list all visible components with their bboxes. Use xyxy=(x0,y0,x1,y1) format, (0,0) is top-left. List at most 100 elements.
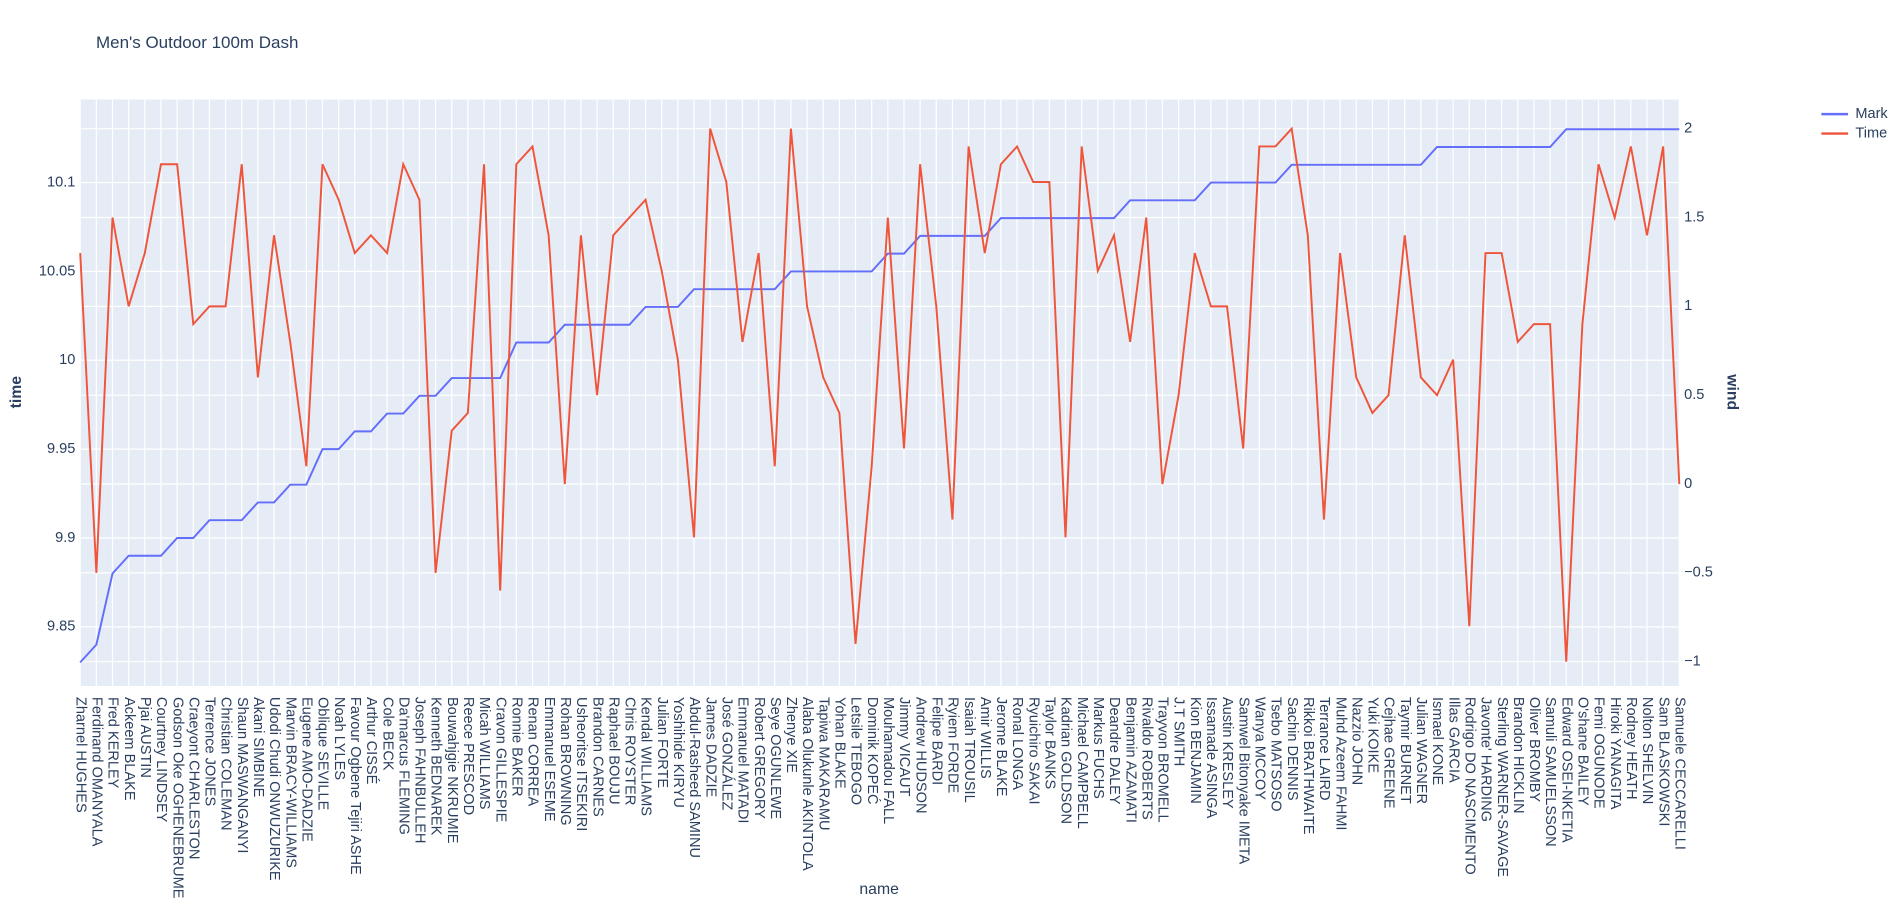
x-tick-label: Emmanuel MATADI xyxy=(735,697,751,824)
y2-axis-title: wind xyxy=(1723,373,1740,410)
x-tick-label: Sachin DENNIS xyxy=(1284,697,1300,801)
y2-tick-label: 0 xyxy=(1684,476,1692,492)
x-tick-label: O'shane BAILEY xyxy=(1575,697,1591,806)
x-tick-label: Kenneth BEDNAREK xyxy=(428,697,444,836)
x-tick-label: Joseph FAHNBULLEH xyxy=(412,697,428,844)
x-tick-label: Rivaldo ROBERTS xyxy=(1138,697,1154,820)
x-tick-label: Taymir BURNET xyxy=(1397,697,1413,804)
x-tick-label: Dominik KOPEĆ xyxy=(864,697,881,805)
x-tick-label: Jimmy VICAUT xyxy=(896,697,912,797)
x-tick-label: Fred KERLEY xyxy=(105,697,121,789)
x-tick-label: Edward OSEI-NKETIA xyxy=(1558,697,1574,843)
x-tick-label: Cravon GILLESPIE xyxy=(492,697,508,823)
x-tick-label: Yoshihide KIRYU xyxy=(670,697,686,808)
x-tick-label: Mouhamadou FALL xyxy=(880,697,896,824)
x-tick-label: Ryuichiro SAKAI xyxy=(1025,697,1041,805)
x-tick-label: Nolton SHELVIN xyxy=(1639,697,1655,804)
y-tick-label: 9.85 xyxy=(47,619,75,635)
x-tick-label: Julian FORTE xyxy=(654,697,670,788)
x-tick-label: Kion BENJAMIN xyxy=(1187,697,1203,804)
x-tick-label: Rodney HEATH xyxy=(1623,697,1639,800)
x-tick-label: Markus FUCHS xyxy=(1090,697,1106,799)
chart-title: Men's Outdoor 100m Dash xyxy=(96,33,298,52)
x-tick-label: Trayvon BROMELL xyxy=(1155,697,1171,823)
x-tick-label: Da'marcus FLEMING xyxy=(395,697,411,835)
x-tick-label: Emmanuel ESEME xyxy=(541,697,557,822)
y-tick-label: 10.1 xyxy=(47,174,75,190)
x-tick-label: Ryiem FORDE xyxy=(945,697,961,794)
x-tick-label: Yuki KOIKE xyxy=(1365,697,1381,773)
y2-tick-label: −1 xyxy=(1684,654,1701,670)
x-tick-label: Brandon CARNES xyxy=(589,697,605,817)
x-tick-label: James DADZIE xyxy=(702,697,718,798)
x-tick-label: Terrance LAIRD xyxy=(1316,697,1332,801)
x-tick-label: Kendal WILLIAMS xyxy=(638,697,654,816)
x-tick-label: Renan CORREA xyxy=(525,697,541,807)
x-tick-label: Pjai AUSTIN xyxy=(137,697,153,778)
x-tick-label: Ferdinand OMANYALA xyxy=(89,697,105,847)
x-tick-label: Bouwahjgie NKRUMIE xyxy=(444,697,460,844)
y2-tick-label: 0.5 xyxy=(1684,387,1704,403)
series-line xyxy=(79,128,1680,664)
x-tick-label: Sam BLASKOWSKI xyxy=(1655,697,1671,826)
x-tick-label: Zhenye XIE xyxy=(783,697,799,773)
x-tick-label: Zharnel HUGHES xyxy=(72,697,88,813)
y2-tick-label: 1.5 xyxy=(1684,209,1704,225)
plot-area xyxy=(80,99,1680,687)
x-tick-label: Samwel Bitonyake IMETA xyxy=(1235,697,1251,865)
legend-label: Mark xyxy=(1855,106,1888,122)
x-tick-label: Issamade ASINGA xyxy=(1203,697,1219,819)
x-tick-label: Austin KRESLEY xyxy=(1219,697,1235,809)
x-tick-label: Rodrigo DO NASCIMENTO xyxy=(1461,697,1477,875)
x-tick-label: Christian COLEMAN xyxy=(218,697,234,831)
y-tick-label: 10.05 xyxy=(39,263,75,279)
x-tick-label: Usheoritse ITSEKIRI xyxy=(573,697,589,831)
x-tick-label: Udodi Chudi ONWUZURIKE xyxy=(266,697,282,881)
x-tick-label: Eugene AMO-DADZIE xyxy=(299,697,315,842)
x-tick-label: Michael CAMPBELL xyxy=(1074,697,1090,829)
x-tick-label: Femi OGUNODE xyxy=(1591,697,1607,809)
x-tick-label: Wanya MCCOY xyxy=(1251,697,1267,800)
x-tick-label: Samuele CECCARELLI xyxy=(1671,697,1687,850)
x-tick-label: Terrence JONES xyxy=(202,697,218,807)
x-tick-label: Andrew HUDSON xyxy=(912,697,928,814)
y-tick-label: 10 xyxy=(59,352,75,368)
x-tick-label: Abdul-Rasheed SAMINU xyxy=(686,697,702,858)
x-tick-label: Seye OGUNLEWE xyxy=(767,697,783,819)
y2-tick-label: 1 xyxy=(1684,298,1692,314)
x-tick-label: Ronal LONGA xyxy=(1009,697,1025,790)
x-tick-label: Benjamin AZAMATI xyxy=(1122,697,1138,823)
x-tick-label: Julian WAGNER xyxy=(1413,697,1429,804)
x-tick-label: Favour Ogbene Tejiri ASHE xyxy=(347,697,363,875)
x-tick-label: Robert GREGORY xyxy=(751,697,767,819)
x-tick-label: Oliver BROMBY xyxy=(1526,697,1542,802)
x-tick-label: Isaiah TROUSIL xyxy=(961,697,977,803)
x-tick-label: Ackeem BLAKE xyxy=(121,697,137,801)
x-tick-label: Chris ROYSTER xyxy=(622,697,638,805)
x-tick-label: Akani SIMBINE xyxy=(250,697,266,798)
x-tick-label: Reece PRESCOD xyxy=(460,697,476,815)
x-tick-label: Noah LYLES xyxy=(331,697,347,780)
x-tick-label: Rikkoi BRATHWAITE xyxy=(1300,697,1316,835)
x-tick-label: Craeyont CHARLESTON xyxy=(185,697,201,859)
x-tick-label: Alaba Olukunle AKINTOLA xyxy=(799,697,815,871)
x-tick-label: Kadrian GOLDSON xyxy=(1058,697,1074,824)
x-tick-label: Ronnie BAKER xyxy=(508,697,524,797)
x-tick-label: Courtney LINDSEY xyxy=(153,697,169,823)
x-tick-label: Samuli SAMUELSSON xyxy=(1542,697,1558,847)
x-tick-label: José GONZÁLEZ xyxy=(718,697,735,810)
x-tick-label: Oblique SEVILLE xyxy=(315,697,331,811)
x-tick-label: Micah WILLIAMS xyxy=(476,697,492,810)
x-tick-label: Taylor BANKS xyxy=(1042,697,1058,790)
x-tick-label: Tapiwa MAKARAMU xyxy=(815,697,831,831)
y-tick-label: 9.95 xyxy=(47,441,75,457)
x-tick-label: Arthur CISSÉ xyxy=(363,697,380,785)
x-tick-label: Nazzio JOHN xyxy=(1348,697,1364,785)
y-axis-title: time xyxy=(8,376,25,409)
x-tick-label: Sterling WARNER-SAVAGE xyxy=(1494,697,1510,877)
x-tick-label: Letsile TEBOGO xyxy=(848,697,864,805)
y-tick-label: 9.9 xyxy=(55,530,75,546)
x-tick-label: Illas GARCIA xyxy=(1445,697,1461,783)
